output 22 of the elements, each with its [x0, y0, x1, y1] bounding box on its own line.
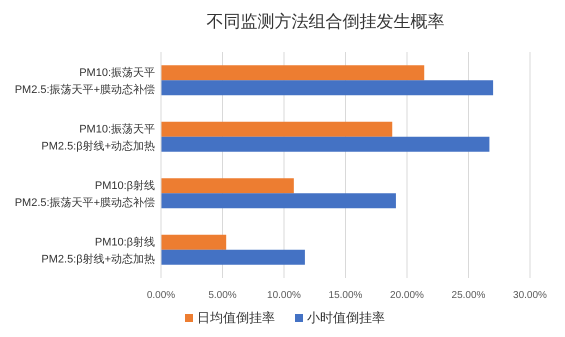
x-tick-label: 5.00%: [208, 290, 237, 301]
x-tick-label: 10.00%: [267, 290, 302, 301]
bar: [161, 193, 396, 208]
y-tick-label: PM10:振荡天平 PM2.5:β射线+动态加热: [41, 122, 155, 152]
x-tick-label: 20.00%: [390, 290, 424, 301]
legend-label: 小时值倒挂率: [307, 310, 385, 325]
x-tick-label: 15.00%: [328, 290, 363, 301]
chart-title: 不同监测方法组合倒挂发生概率: [206, 12, 444, 31]
x-tick-label: 25.00%: [452, 290, 486, 301]
legend-label: 日均值倒挂率: [197, 310, 275, 325]
x-tick-label: 0.00%: [146, 290, 176, 301]
y-tick-label: PM10:振荡天平 PM2.5:振荡天平+膜动态补偿: [14, 66, 155, 96]
bar: [161, 65, 424, 80]
y-tick-label: PM10:β射线 PM2.5:β射线+动态加热: [41, 235, 155, 266]
y-tick-label: PM10:β射线 PM2.5:振荡天平+膜动态补偿: [14, 178, 155, 209]
bar: [161, 178, 294, 194]
bar: [161, 234, 226, 250]
x-tick-label: 30.00%: [513, 290, 548, 301]
bar: [161, 250, 305, 265]
bar: [161, 122, 392, 137]
bar: [161, 136, 490, 152]
bar: [161, 80, 494, 96]
